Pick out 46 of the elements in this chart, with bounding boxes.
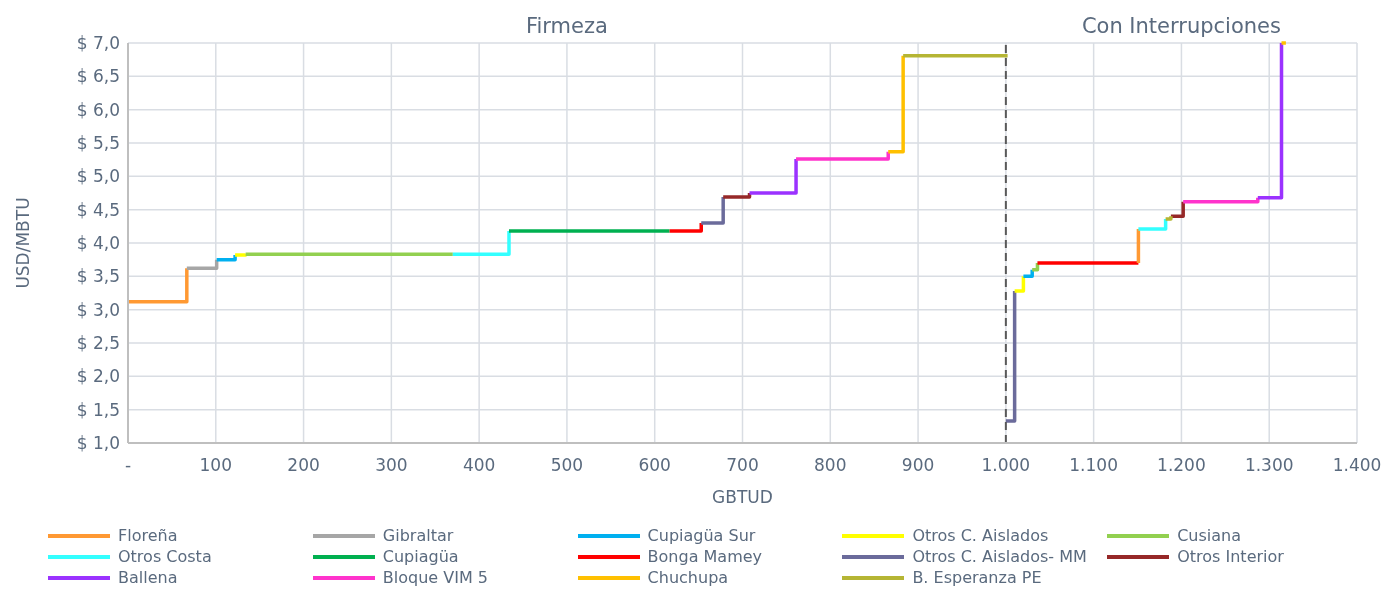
legend-label: Cusiana (1177, 526, 1242, 545)
y-tick-label: $ 5,0 (76, 166, 120, 187)
y-tick-label: $ 2,0 (76, 366, 120, 387)
x-tick-label: 1.300 (1244, 455, 1294, 476)
legend-label: Otros Interior (1177, 547, 1284, 566)
y-tick-label: $ 2,5 (76, 333, 120, 354)
x-tick-label: 700 (726, 455, 759, 476)
text: Firmeza (416, 14, 717, 38)
y-tick-label: $ 6,5 (76, 66, 120, 87)
x-tick-label: 500 (550, 455, 584, 476)
x-tick-label: 100 (199, 455, 233, 476)
x-tick-label: 1.200 (1157, 455, 1206, 476)
legend-label: Cupiagüa (382, 547, 459, 566)
legend-label: Otros C. Aislados- MM (912, 547, 1087, 566)
legend-label: Cupiagüa Sur (647, 526, 756, 545)
x-tick-label: 900 (901, 455, 935, 476)
legend-label: Ballena (118, 568, 178, 587)
y-tick-label: $ 5,5 (76, 133, 120, 154)
y-axis-title: USD/MBTU (13, 197, 34, 289)
y-tick-label: $ 1,5 (76, 399, 120, 420)
y-tick-label: $ 7,0 (76, 33, 120, 54)
y-tick-label: $ 4,0 (76, 233, 120, 254)
legend-label: Otros C. Aislados (912, 526, 1049, 545)
y-tick-label: $ 3,0 (76, 299, 120, 320)
x-axis-title: GBTUD (712, 487, 773, 507)
x-tick-label: 1.000 (981, 455, 1031, 476)
y-tick-label: $ 3,5 (76, 266, 120, 287)
legend-label: Bonga Mamey (647, 547, 763, 566)
x-tick-label: 200 (287, 455, 320, 476)
y-tick-label: $ 4,5 (76, 199, 120, 220)
legend-label: Chuchupa (647, 568, 729, 587)
x-tick-label: 800 (814, 455, 847, 476)
y-tick-label: $ 1,0 (76, 433, 120, 454)
legend-label: B. Esperanza PE (912, 568, 1042, 587)
legend-label: Otros Costa (118, 547, 212, 566)
x-tick-label: 600 (638, 455, 671, 476)
y-tick-label: $ 6,0 (76, 99, 120, 120)
legend-label: Gibraltar (382, 526, 454, 545)
x-tick-label: 1.100 (1069, 455, 1118, 476)
legend-label: Floreña (118, 526, 178, 545)
x-tick-label: - (124, 455, 132, 476)
x-tick-label: 1.400 (1332, 455, 1382, 476)
legend-label: Bloque VIM 5 (382, 568, 488, 587)
x-tick-label: 400 (462, 455, 496, 476)
text: Con Interrupciones (1031, 14, 1332, 38)
x-tick-label: 300 (375, 455, 408, 476)
